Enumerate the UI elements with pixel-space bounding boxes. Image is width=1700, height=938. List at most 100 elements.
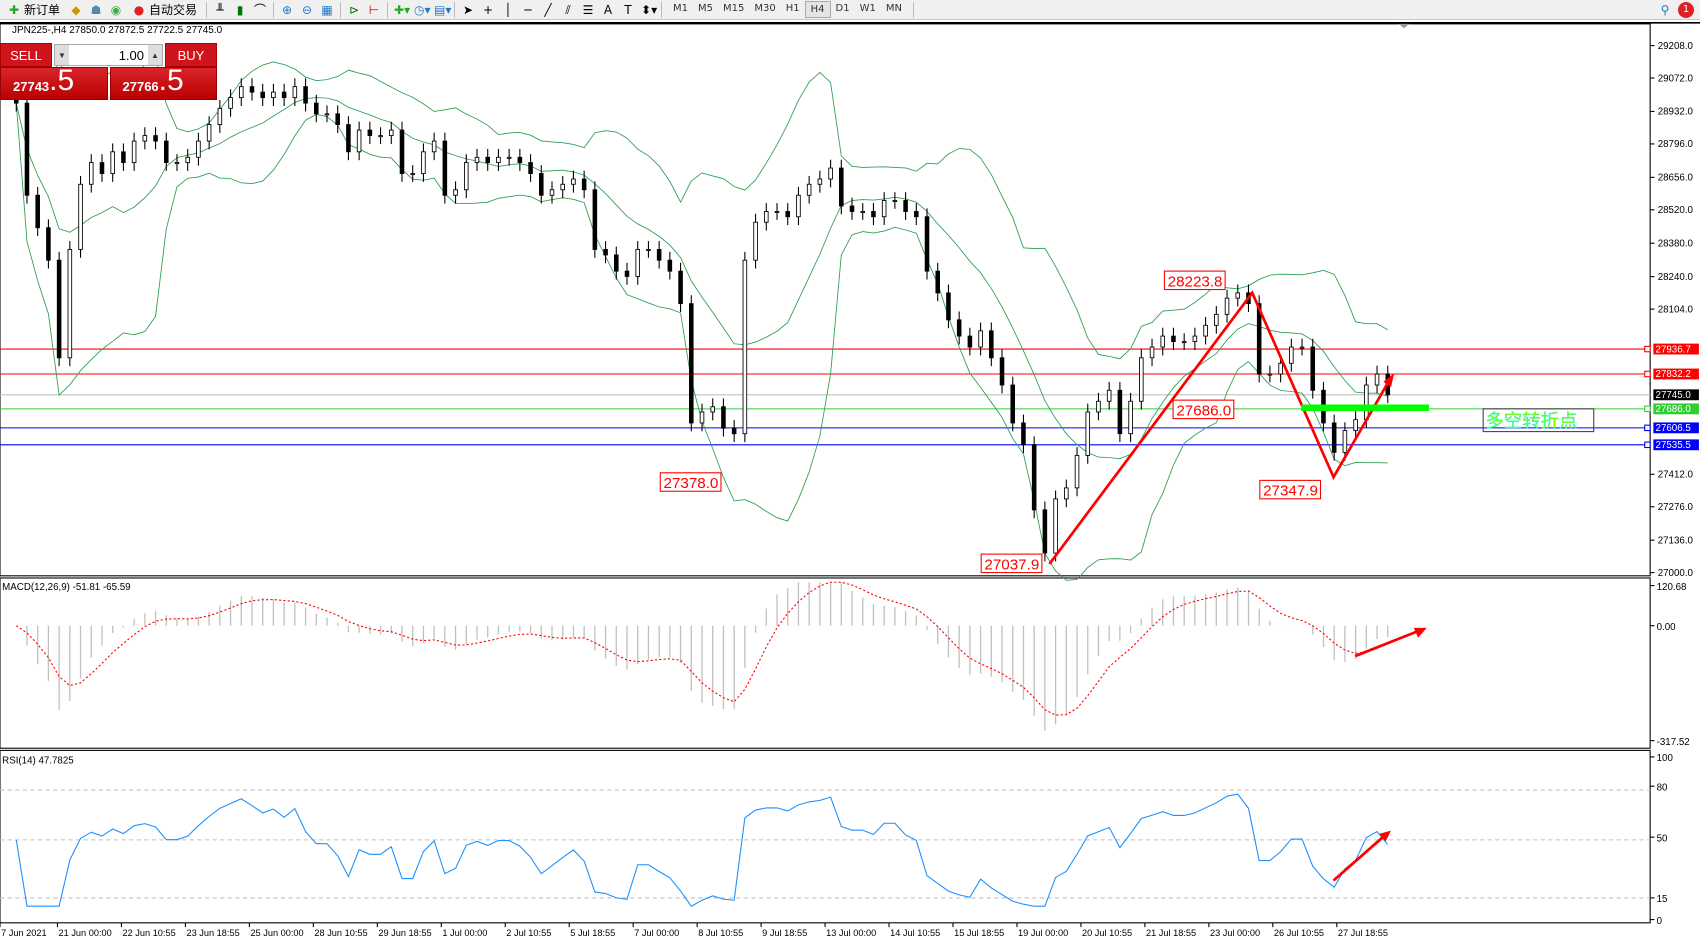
candle <box>710 406 716 413</box>
experts-icon[interactable]: ☗ <box>90 2 102 17</box>
auto-trading-button[interactable]: ● 自动交易 <box>133 2 198 18</box>
candle <box>1149 346 1155 359</box>
candle <box>453 189 458 196</box>
rsi-arrow <box>1332 831 1389 882</box>
candle <box>914 211 919 218</box>
fibonacci-icon[interactable]: ☰ <box>582 2 594 17</box>
timeframe-d1[interactable]: D1 <box>835 3 850 14</box>
candle <box>1074 454 1080 489</box>
lot-increase-icon[interactable]: ▲ <box>148 45 162 65</box>
timeframe-mn[interactable]: MN <box>885 3 902 14</box>
candle <box>142 135 148 142</box>
timeframe-m1[interactable]: M1 <box>673 3 689 14</box>
lot-decrease-icon[interactable]: ▼ <box>55 45 69 65</box>
candle <box>335 113 340 126</box>
candle <box>131 140 137 163</box>
symbol-info: JPN225-,H4 27850.0 27872.5 27722.5 27745… <box>12 25 223 36</box>
candle <box>1117 389 1123 435</box>
rsi-line <box>15 793 1389 907</box>
price-annotation-label: 27037.9 <box>984 556 1039 573</box>
candle <box>88 162 94 185</box>
candle <box>635 249 640 277</box>
buy-button[interactable]: BUY <box>165 43 217 67</box>
signals-icon[interactable]: ◉ <box>110 2 122 17</box>
macd-signal-line <box>15 581 1388 716</box>
candle <box>67 249 73 359</box>
candle <box>1310 346 1316 391</box>
cursor-icon[interactable]: ➤ <box>463 2 474 17</box>
candle <box>935 270 941 294</box>
time-axis-label: 28 Jun 10:55 <box>314 928 367 938</box>
buy-price[interactable]: 27766.5 <box>109 66 217 100</box>
candle <box>78 183 83 250</box>
price-axis-label: 27412.0 <box>1658 470 1694 481</box>
time-axis-label: 26 Jul 10:55 <box>1274 928 1324 938</box>
timeframe-h1[interactable]: H1 <box>785 3 800 14</box>
candlestick-icon[interactable]: ▮ <box>236 2 244 17</box>
candle <box>1203 324 1208 337</box>
chart-shift-icon[interactable]: ⊢ <box>368 2 380 17</box>
level-handle <box>1644 424 1651 432</box>
timeframe-m30[interactable]: M30 <box>754 3 776 14</box>
indicators-icon[interactable]: ✚▾ <box>394 2 411 17</box>
lot-stepper[interactable]: ▼ 1.00 ▲ <box>54 44 163 66</box>
lot-input[interactable]: 1.00 <box>118 47 144 63</box>
main-pane <box>0 23 1651 577</box>
level-price-label: 27745.0 <box>1656 390 1692 401</box>
notification-badge[interactable]: 1 <box>1678 1 1694 18</box>
vertical-line-icon[interactable]: │ <box>504 2 512 17</box>
time-axis-label: 21 Jun 00:00 <box>59 928 112 938</box>
candle <box>313 102 319 115</box>
timeframe-m5[interactable]: M5 <box>698 3 714 14</box>
periods-icon[interactable]: ◷▾ <box>414 2 431 17</box>
time-axis-label: 13 Jul 00:00 <box>826 928 876 938</box>
price-annotation-label: 27347.9 <box>1263 483 1318 500</box>
candle <box>1299 346 1305 349</box>
candle <box>656 249 662 261</box>
horizontal-line-icon[interactable]: ─ <box>524 2 532 17</box>
level-price-tag <box>1653 403 1699 415</box>
crosshair-icon[interactable]: + <box>483 2 494 17</box>
candle <box>35 194 40 229</box>
candle <box>506 156 512 159</box>
candle <box>110 151 115 174</box>
time-axis-label: 22 Jun 10:55 <box>123 928 176 938</box>
tile-windows-icon[interactable]: ▦ <box>321 2 333 17</box>
text-label-icon[interactable]: T <box>624 2 632 17</box>
time-axis-label: 23 Jul 00:00 <box>1210 928 1260 938</box>
new-order-button[interactable]: ✚ 新订单 <box>8 2 61 18</box>
autoscroll-icon[interactable]: ⊳ <box>349 2 360 17</box>
candle <box>185 156 190 163</box>
turning-point-bar <box>1301 404 1429 411</box>
templates-icon[interactable]: ▤▾ <box>434 2 452 17</box>
line-chart-icon[interactable]: ⌒ <box>254 2 267 17</box>
separator <box>206 1 208 18</box>
candle <box>571 178 576 185</box>
sell-button[interactable]: SELL <box>0 43 52 67</box>
candle <box>614 254 619 272</box>
candle <box>1085 411 1091 456</box>
history-center-icon[interactable]: ◆ <box>71 2 81 17</box>
sell-price[interactable]: 27743.5 <box>0 66 108 100</box>
candle <box>292 86 298 99</box>
candle <box>1031 444 1037 511</box>
time-axis-label: 20 Jul 10:55 <box>1082 928 1132 938</box>
candle <box>485 156 490 163</box>
search-icon[interactable]: ⚲ <box>1660 2 1670 17</box>
timeframe-h4[interactable]: H4 <box>804 1 831 18</box>
arrows-icon[interactable]: ⬍▾ <box>641 2 658 17</box>
candle <box>742 259 748 435</box>
zoom-in-icon[interactable]: ⊕ <box>282 2 293 17</box>
candle <box>1256 303 1262 375</box>
candle <box>206 124 212 142</box>
trendline-icon[interactable]: ╱ <box>544 2 552 17</box>
timeframe-w1[interactable]: W1 <box>859 3 876 14</box>
zoom-out-icon[interactable]: ⊖ <box>302 2 313 17</box>
level-price-label: 27606.5 <box>1656 423 1692 434</box>
equidistant-channel-icon[interactable]: ⫽ <box>565 2 571 17</box>
bar-chart-icon[interactable]: ╨ <box>216 2 224 17</box>
candle <box>978 330 983 348</box>
text-icon[interactable]: A <box>603 2 613 17</box>
timeframe-m15[interactable]: M15 <box>723 3 745 14</box>
